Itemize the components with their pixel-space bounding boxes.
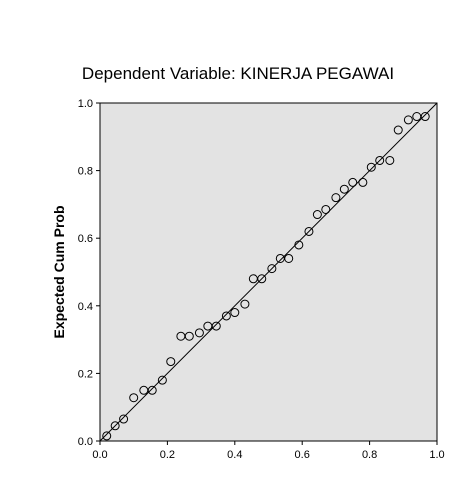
data-point: [257, 274, 267, 284]
data-point: [304, 226, 314, 236]
data-point: [375, 155, 385, 165]
data-point: [194, 328, 204, 338]
data-point: [284, 253, 294, 263]
data-point: [403, 115, 413, 125]
data-point: [366, 162, 376, 172]
y-tick-label: 0.4: [78, 301, 93, 313]
data-point: [420, 112, 430, 122]
data-points: [102, 112, 430, 441]
reference-line: [99, 102, 438, 442]
y-tick-label: 0.2: [78, 368, 93, 380]
data-point: [321, 204, 331, 214]
data-point: [240, 299, 250, 309]
y-tick-label: 0.8: [78, 166, 93, 178]
data-point: [358, 177, 368, 187]
x-tick-label: 0.4: [227, 449, 242, 461]
x-tick-label: 0.8: [362, 449, 377, 461]
data-point: [184, 331, 194, 341]
data-point: [110, 421, 120, 431]
y-axis: 0.0 0.2 0.4 0.6 0.8 1.0: [78, 98, 100, 448]
y-tick-label: 0.0: [78, 436, 93, 448]
data-point: [221, 311, 231, 321]
data-point: [166, 357, 176, 367]
data-point: [312, 210, 322, 220]
x-tick-label: 0.0: [92, 449, 107, 461]
x-tick-label: 0.2: [160, 449, 175, 461]
x-tick-label: 1.0: [429, 449, 444, 461]
data-point: [267, 264, 277, 274]
y-tick-label: 0.6: [78, 233, 93, 245]
y-tick-label: 1.0: [78, 98, 93, 110]
data-point: [157, 375, 167, 385]
data-point: [385, 155, 395, 165]
data-point: [331, 193, 341, 203]
chart-title: Dependent Variable: KINERJA PEGAWAI: [82, 64, 394, 83]
data-point: [119, 414, 129, 424]
data-point: [211, 321, 221, 331]
data-point: [102, 431, 112, 441]
data-point: [348, 177, 358, 187]
data-point: [129, 393, 139, 403]
y-axis-label: Expected Cum Prob: [51, 205, 67, 338]
x-tick-label: 0.6: [295, 449, 310, 461]
data-point: [339, 184, 349, 194]
x-axis: 0.0 0.2 0.4 0.6 0.8 1.0: [92, 441, 445, 461]
data-point: [294, 240, 304, 250]
data-point: [147, 385, 157, 395]
data-point: [230, 308, 240, 318]
data-point: [393, 125, 403, 135]
